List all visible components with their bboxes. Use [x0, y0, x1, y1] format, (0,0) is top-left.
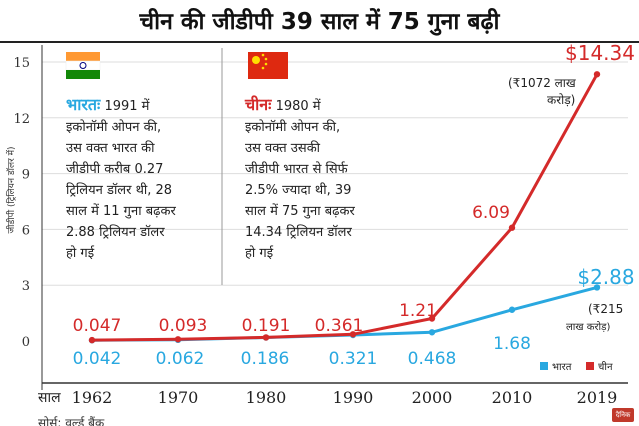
china-box-line: हो गई: [245, 246, 274, 261]
china-point: [349, 331, 357, 338]
legend-swatch-india: [540, 362, 548, 370]
x-tick-label: 2010: [492, 388, 533, 407]
legend-label-china: चीन: [598, 361, 613, 373]
india-box-line: जीडीपी करीब 0.27: [66, 162, 164, 177]
china-box-line: इकोनॉमी ओपन की,: [245, 120, 341, 135]
india-point: [593, 284, 601, 291]
y-tick-label: 9: [22, 168, 30, 183]
china-data-label: 6.09: [472, 203, 510, 223]
china-point: [593, 71, 601, 78]
publisher-logo: दैनिक: [612, 408, 634, 422]
china-data-label: 1.21: [399, 301, 437, 321]
india-data-label: 1.68: [493, 334, 531, 354]
china-flag-icon: [252, 56, 260, 64]
india-info-box: भारतः 1991 में इकोनॉमी ओपन की, उस वक्त भ…: [66, 94, 226, 264]
china-flag-icon: [261, 66, 265, 70]
china-end-annotation: करोड़): [547, 93, 575, 107]
x-tick-label: 1990: [333, 388, 374, 407]
india-flag-icon: [66, 52, 100, 61]
india-flag-icon: [79, 62, 87, 69]
china-flag-icon: [264, 57, 268, 61]
india-box-line: 1991 में: [104, 99, 150, 114]
legend-swatch-china: [586, 362, 594, 370]
y-tick-label: 3: [22, 279, 30, 294]
india-box-line: 2.88 ट्रिलियन डॉलर: [66, 225, 165, 240]
x-tick-label: 1980: [246, 388, 287, 407]
china-point: [174, 336, 182, 343]
china-box-line: साल में 75 गुना बढ़कर: [245, 204, 355, 219]
india-data-label: $2.88: [577, 265, 634, 289]
y-axis-label: जीडीपी (ट्रिलियन डॉलर में): [5, 146, 17, 233]
x-tick-label: 1962: [72, 388, 113, 407]
india-box-line: उस वक्त भारत की: [66, 141, 155, 156]
india-data-label: 0.186: [241, 349, 290, 369]
y-tick-label: 15: [13, 56, 30, 71]
india-point: [508, 306, 516, 313]
india-end-annotation: (₹215: [588, 302, 623, 316]
india-data-label: 0.321: [329, 349, 378, 369]
china-box-line: 2.5% ज्यादा थी, 39: [245, 183, 352, 198]
china-end-annotation: (₹1072 लाख: [508, 76, 576, 90]
x-tick-label: 2000: [412, 388, 453, 407]
china-flag-icon: [261, 53, 265, 57]
y-tick-label: 12: [13, 112, 30, 127]
page-title: चीन की जीडीपी 39 साल में 75 गुना बढ़ी: [139, 9, 500, 35]
india-point: [428, 329, 436, 336]
india-flag-icon: [66, 70, 100, 79]
india-box-line: ट्रिलियन डॉलर थी, 28: [66, 183, 173, 198]
china-flag-icon: [248, 52, 288, 79]
china-point: [88, 336, 96, 344]
x-axis-label: साल: [38, 390, 61, 406]
legend-label-india: भारत: [552, 362, 572, 373]
y-tick-label: 0: [22, 335, 30, 350]
india-end-annotation: लाख करोड़): [566, 321, 610, 333]
india-box-heading: भारतः: [66, 95, 101, 114]
china-box-line: 1980 में: [275, 99, 321, 114]
china-data-label: 0.047: [73, 316, 122, 336]
china-data-label: 0.093: [159, 316, 208, 336]
india-box-line: इकोनॉमी ओपन की,: [66, 120, 162, 135]
china-flag-icon: [264, 62, 268, 66]
china-point: [508, 224, 516, 231]
source-note: सोर्स: वर्ल्ड बैंक: [38, 416, 105, 426]
title-bar: चीन की जीडीपी 39 साल में 75 गुना बढ़ी: [0, 0, 639, 40]
china-data-label: $14.34: [565, 41, 635, 65]
china-box-line: जीडीपी भारत से सिर्फ: [245, 162, 348, 177]
china-box-heading: चीनः: [245, 95, 272, 114]
x-tick-label: 1970: [158, 388, 199, 407]
y-tick-label: 6: [22, 223, 30, 238]
china-point: [428, 315, 436, 322]
india-box-line: हो गई: [66, 246, 95, 261]
india-data-label: 0.468: [408, 349, 457, 369]
china-data-label: 0.191: [242, 316, 291, 336]
x-tick-label: 2019: [577, 388, 618, 407]
india-box-line: साल में 11 गुना बढ़कर: [66, 204, 176, 219]
china-data-label: 0.361: [315, 316, 364, 336]
china-box-line: 14.34 ट्रिलियन डॉलर: [245, 225, 352, 240]
title-divider: [0, 41, 639, 43]
china-box-line: उस वक्त उसकी: [245, 141, 321, 156]
india-data-label: 0.042: [73, 349, 122, 369]
india-data-label: 0.062: [156, 349, 205, 369]
china-point: [262, 334, 270, 341]
china-info-box: चीनः 1980 में इकोनॉमी ओपन की, उस वक्त उस…: [245, 94, 415, 264]
